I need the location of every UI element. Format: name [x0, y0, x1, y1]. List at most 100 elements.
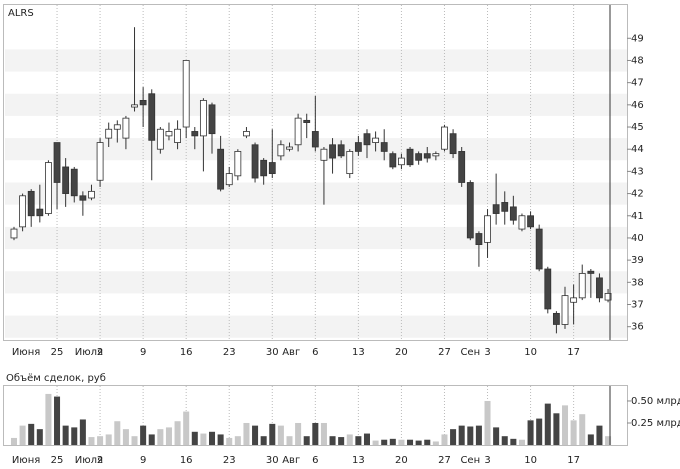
volume-bar [570, 420, 577, 445]
candle-body [251, 144, 259, 179]
candle-body [139, 99, 147, 106]
candle-body [544, 268, 552, 310]
candle-body [329, 144, 336, 159]
volume-bar [544, 403, 551, 445]
stripe [5, 182, 627, 205]
candle-body [243, 131, 250, 137]
y-tick-label: 37 [631, 300, 644, 311]
candle-body [191, 131, 199, 137]
candle-body [234, 151, 242, 177]
volume-bar [10, 437, 18, 445]
candle-body [113, 124, 121, 130]
candle-body [225, 173, 233, 186]
candle-body [165, 131, 173, 137]
volume-title: Объём сделок, руб [6, 373, 106, 384]
candle-body [501, 202, 509, 212]
volume-bar [234, 436, 241, 445]
y-tick-label: 0.50 млрд [631, 396, 680, 407]
y-tick-label: 38 [631, 277, 644, 288]
y-tick-label: 47 [631, 78, 644, 89]
volume-bar [295, 422, 302, 445]
volume-bar [217, 434, 224, 445]
candle-body [303, 119, 311, 123]
candle-body [36, 208, 44, 217]
month-label: Авг [282, 455, 300, 466]
y-tick-label: 48 [631, 55, 644, 66]
volume-bar [88, 437, 95, 445]
stripe [5, 271, 627, 294]
candle-body [527, 215, 534, 228]
candle-body [79, 195, 87, 201]
volume-bar [28, 423, 35, 445]
candle-body [182, 60, 190, 128]
volume-bar [71, 427, 78, 445]
candle-body [432, 153, 440, 157]
volume-bar [114, 421, 121, 445]
candle-body [389, 153, 397, 168]
candle-body [286, 146, 293, 150]
volume-bar [363, 433, 370, 445]
candle-body [19, 195, 27, 228]
x-tick-label: 25 [51, 455, 64, 466]
y-tick-label: 40 [631, 233, 644, 244]
volume-bar [501, 436, 508, 445]
candle-body [561, 295, 569, 325]
volume-bar [62, 425, 69, 445]
volume-bar [596, 425, 603, 445]
candle-body [10, 228, 18, 239]
candle-body [535, 228, 543, 270]
volume-bar [286, 436, 293, 445]
volume-bar [432, 441, 439, 445]
candle-body [96, 142, 104, 181]
x-tick-label: 16 [180, 455, 193, 466]
x-tick-label: 2 [97, 347, 103, 358]
x-tick-label: 17 [567, 347, 580, 358]
x-tick-label: 20 [395, 455, 408, 466]
candle-body [604, 293, 612, 301]
candle-body [552, 312, 560, 325]
volume-bar [208, 431, 216, 445]
candle-body [458, 151, 466, 183]
volume-bar [105, 434, 112, 445]
volume-bar [269, 423, 276, 445]
volume-bar [510, 438, 517, 445]
x-tick-label: 27 [438, 455, 451, 466]
volume-bar [381, 439, 388, 445]
volume-bar [553, 413, 560, 445]
candle-body [587, 270, 595, 274]
x-tick-label: 13 [352, 455, 365, 466]
candle-body [294, 117, 302, 146]
candle-body [337, 144, 345, 157]
volume-bar [200, 433, 207, 445]
x-tick-label: 20 [395, 347, 408, 358]
y-tick-label: 46 [631, 100, 644, 111]
candle-body [423, 153, 431, 159]
volume-bar [303, 436, 310, 445]
candle-body [260, 159, 268, 177]
x-tick-label: 9 [140, 347, 146, 358]
x-tick-label: 6 [312, 455, 318, 466]
volume-bar [338, 437, 345, 445]
volume-bar [165, 427, 172, 445]
candle-body [380, 142, 388, 152]
x-tick-label: 30 [266, 455, 279, 466]
volume-bar [320, 422, 327, 445]
month-label: Авг [282, 347, 300, 358]
month-label: Июня [12, 347, 40, 358]
volume-bar [605, 436, 612, 445]
candle-body [156, 128, 164, 150]
candle-body [406, 148, 414, 166]
volume-bar [407, 439, 414, 445]
volume-bar [191, 431, 198, 445]
volume-bar [243, 422, 250, 445]
x-tick-label: 13 [352, 347, 365, 358]
month-label: Июня [12, 455, 40, 466]
candle-body [45, 162, 52, 214]
volume-bar [493, 427, 500, 445]
x-tick-label: 30 [266, 347, 279, 358]
candle-body [415, 153, 423, 161]
volume-bar [54, 396, 61, 445]
candle-body [70, 168, 78, 197]
volume-bar [450, 429, 457, 445]
volume-bar [536, 418, 543, 445]
